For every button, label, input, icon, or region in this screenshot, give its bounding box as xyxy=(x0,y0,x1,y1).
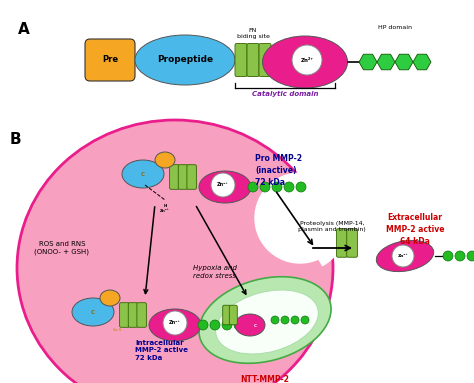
Text: Zn²⁺: Zn²⁺ xyxy=(301,57,314,62)
Circle shape xyxy=(246,320,256,330)
Circle shape xyxy=(260,182,270,192)
FancyBboxPatch shape xyxy=(259,44,271,77)
Text: Catalytic domain: Catalytic domain xyxy=(252,91,318,97)
Ellipse shape xyxy=(149,309,201,341)
FancyBboxPatch shape xyxy=(223,305,231,325)
Text: Pro MMP-2
(inactive)
72 kDa: Pro MMP-2 (inactive) 72 kDa xyxy=(255,154,302,187)
FancyBboxPatch shape xyxy=(128,303,138,327)
Ellipse shape xyxy=(263,36,347,88)
FancyBboxPatch shape xyxy=(119,303,129,327)
Text: Zn²⁺: Zn²⁺ xyxy=(398,254,408,258)
Circle shape xyxy=(163,311,187,335)
Text: ROS and RNS
(ONOO- + GSH): ROS and RNS (ONOO- + GSH) xyxy=(35,241,90,255)
Ellipse shape xyxy=(100,290,120,306)
Ellipse shape xyxy=(72,298,114,326)
FancyBboxPatch shape xyxy=(178,165,188,189)
Ellipse shape xyxy=(376,241,434,272)
Ellipse shape xyxy=(199,171,251,203)
Circle shape xyxy=(392,245,414,267)
Circle shape xyxy=(248,182,258,192)
Circle shape xyxy=(281,316,289,324)
Ellipse shape xyxy=(155,152,175,168)
Circle shape xyxy=(210,320,220,330)
Circle shape xyxy=(301,316,309,324)
Text: HP domain: HP domain xyxy=(378,25,412,30)
Circle shape xyxy=(271,316,279,324)
Text: Proteolysis (MMP-14,
plasmin and trombin): Proteolysis (MMP-14, plasmin and trombin… xyxy=(298,221,366,232)
Text: C: C xyxy=(254,324,256,328)
Text: B: B xyxy=(10,132,22,147)
Text: Hypoxia and
redox stress: Hypoxia and redox stress xyxy=(193,265,237,279)
Circle shape xyxy=(467,251,474,261)
Text: H
Zn²⁺: H Zn²⁺ xyxy=(160,204,170,213)
Ellipse shape xyxy=(235,314,265,336)
Ellipse shape xyxy=(122,160,164,188)
Text: So-S: So-S xyxy=(112,328,122,332)
Text: C: C xyxy=(91,309,95,314)
Text: Propeptide: Propeptide xyxy=(157,56,213,64)
Circle shape xyxy=(222,320,232,330)
Circle shape xyxy=(443,251,453,261)
Text: C: C xyxy=(141,172,145,177)
FancyBboxPatch shape xyxy=(247,44,259,77)
FancyBboxPatch shape xyxy=(235,44,247,77)
Text: Zn²⁺: Zn²⁺ xyxy=(217,183,229,188)
Ellipse shape xyxy=(199,277,331,363)
Circle shape xyxy=(272,182,282,192)
Ellipse shape xyxy=(17,120,333,383)
FancyBboxPatch shape xyxy=(187,165,196,189)
Ellipse shape xyxy=(216,290,319,354)
Circle shape xyxy=(296,182,306,192)
Text: A: A xyxy=(18,22,30,37)
Circle shape xyxy=(234,320,244,330)
Text: FN
biding site: FN biding site xyxy=(237,28,269,39)
Text: Zn²⁺: Zn²⁺ xyxy=(169,321,181,326)
Circle shape xyxy=(292,45,322,75)
Circle shape xyxy=(255,173,345,263)
Circle shape xyxy=(291,316,299,324)
Circle shape xyxy=(455,251,465,261)
Circle shape xyxy=(211,173,235,197)
Text: NTT-MMP-2
65 kDa: NTT-MMP-2 65 kDa xyxy=(241,375,290,383)
Ellipse shape xyxy=(135,35,235,85)
Text: Pre: Pre xyxy=(102,56,118,64)
FancyBboxPatch shape xyxy=(170,165,179,189)
FancyBboxPatch shape xyxy=(85,39,135,81)
Circle shape xyxy=(284,182,294,192)
FancyBboxPatch shape xyxy=(337,229,347,257)
FancyBboxPatch shape xyxy=(347,229,357,257)
Wedge shape xyxy=(295,183,350,266)
FancyBboxPatch shape xyxy=(229,305,237,325)
Text: Extracellular
MMP-2 active
64 kDa: Extracellular MMP-2 active 64 kDa xyxy=(386,213,444,246)
Circle shape xyxy=(198,320,208,330)
FancyBboxPatch shape xyxy=(137,303,146,327)
Text: Intracellular
MMP-2 active
72 kDa: Intracellular MMP-2 active 72 kDa xyxy=(135,340,188,361)
